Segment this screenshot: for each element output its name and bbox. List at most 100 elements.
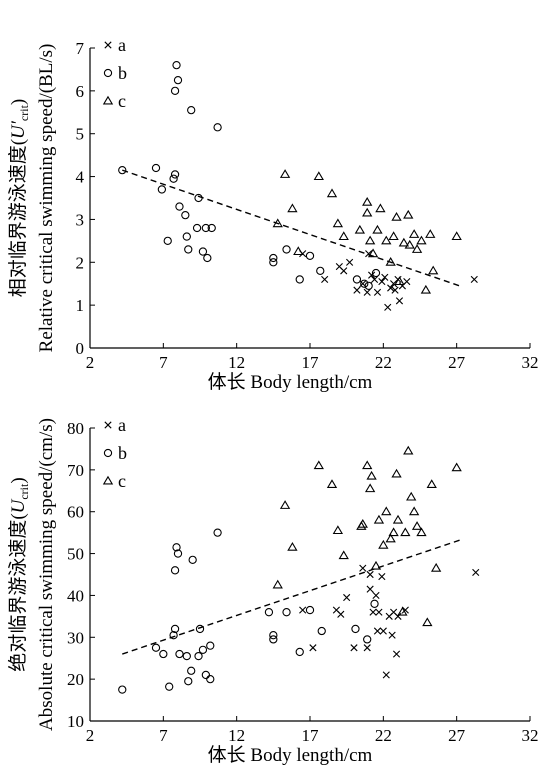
data-point-b	[207, 223, 216, 233]
data-point-b	[213, 528, 222, 537]
y-tick-label: 0	[76, 339, 85, 358]
data-point-c	[366, 470, 377, 480]
data-point-c	[388, 527, 399, 537]
data-point-c	[373, 514, 385, 524]
data-point-a	[337, 610, 345, 618]
data-point-a	[372, 591, 380, 600]
data-point-c	[362, 207, 373, 217]
data-point-b	[282, 608, 291, 617]
data-point-a	[366, 585, 374, 593]
data-point-a	[378, 573, 386, 581]
data-point-b	[194, 193, 203, 203]
data-point-b	[352, 275, 362, 284]
data-point-b	[151, 163, 161, 173]
y-tick-label: 50	[67, 545, 84, 564]
data-point-c	[362, 197, 373, 206]
data-point-b	[206, 641, 215, 650]
data-point-b	[269, 258, 278, 267]
data-point-b	[264, 608, 274, 617]
data-point-b	[175, 649, 184, 659]
data-point-b	[363, 635, 372, 644]
data-point-c	[408, 229, 420, 238]
data-point-b	[295, 647, 304, 657]
data-point-b	[282, 245, 291, 254]
data-point-a	[363, 644, 371, 652]
legend-marker-b	[103, 448, 113, 458]
data-point-c	[378, 539, 389, 549]
data-point-b	[163, 236, 172, 246]
data-point-b	[175, 202, 184, 211]
data-point-a	[343, 593, 351, 602]
x-tick-label: 32	[522, 726, 539, 745]
data-point-b	[360, 279, 369, 288]
data-point-b	[182, 232, 191, 241]
x-tick-label: 22	[375, 353, 392, 372]
data-point-a	[470, 275, 478, 284]
data-point-b	[182, 651, 191, 661]
y-tick-label: 20	[67, 670, 84, 689]
data-point-c	[381, 235, 392, 245]
data-point-b	[118, 685, 127, 694]
y-tick-label: 30	[67, 628, 84, 647]
data-point-c	[272, 579, 283, 589]
y-tick-label: 6	[76, 82, 85, 101]
data-point-a	[381, 273, 389, 281]
data-point-c	[364, 235, 376, 245]
data-point-a	[395, 297, 404, 305]
x-tick-label: 7	[159, 726, 168, 745]
y-tick-label: 70	[67, 461, 84, 480]
data-point-c	[367, 248, 379, 258]
data-point-c	[388, 231, 399, 241]
data-point-c	[422, 617, 433, 627]
data-point-b	[371, 268, 381, 278]
data-point-b	[351, 624, 360, 634]
x-tick-label: 17	[302, 353, 320, 372]
data-point-a	[472, 568, 480, 576]
data-point-a	[388, 631, 396, 639]
data-point-b	[172, 60, 181, 70]
legend-marker-a	[104, 421, 112, 429]
data-point-b	[157, 185, 167, 194]
data-point-c	[426, 479, 437, 488]
data-point-b	[169, 174, 178, 183]
data-point-c	[408, 506, 420, 516]
data-point-a	[384, 303, 392, 311]
data-point-c	[326, 188, 338, 198]
trend-line	[122, 539, 460, 655]
data-point-a	[369, 608, 377, 616]
data-point-c	[416, 527, 427, 537]
data-point-c	[332, 525, 344, 535]
legend-marker-a	[104, 41, 112, 49]
legend-label-a: a	[118, 415, 126, 435]
data-point-c	[313, 460, 324, 470]
y-tick-label: 7	[76, 39, 85, 58]
data-point-c	[332, 218, 344, 228]
data-point-c	[293, 246, 304, 256]
data-point-c	[425, 229, 436, 238]
legend-label-a: a	[118, 35, 126, 55]
data-point-c	[404, 239, 415, 249]
data-point-c	[394, 276, 405, 286]
data-point-c	[385, 257, 396, 266]
x-tick-label: 27	[448, 726, 466, 745]
data-point-b	[295, 275, 304, 284]
x-tick-label: 27	[448, 353, 466, 372]
data-point-a	[365, 250, 373, 258]
data-point-c	[357, 518, 368, 528]
data-point-a	[375, 608, 383, 616]
x-tick-label: 2	[86, 353, 95, 372]
y-axis-label-cn: 绝对临界游泳速度(Ucrit)	[7, 477, 31, 671]
legend-label-c: c	[118, 91, 126, 111]
y-tick-label: 10	[67, 712, 84, 731]
data-point-a	[379, 627, 387, 635]
data-point-c	[370, 560, 382, 570]
data-point-b	[170, 170, 180, 179]
y-tick-label: 3	[76, 210, 85, 229]
data-point-a	[353, 286, 361, 294]
data-point-c	[430, 562, 442, 572]
data-point-b	[317, 626, 326, 636]
x-tick-label: 32	[522, 353, 539, 372]
data-point-c	[411, 521, 423, 530]
